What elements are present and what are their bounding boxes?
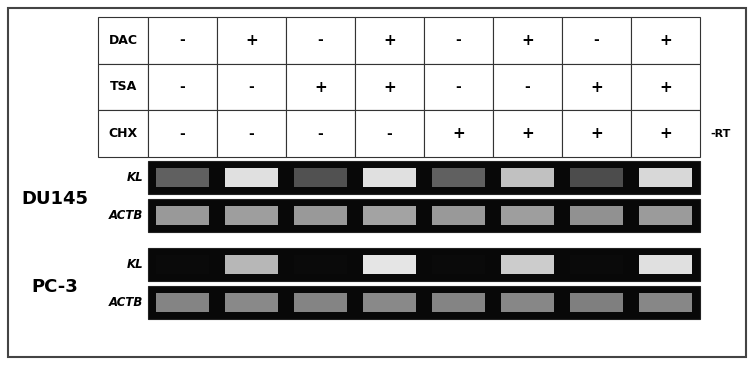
Text: TSA: TSA <box>109 81 136 93</box>
Bar <box>501 168 553 187</box>
Text: -: - <box>387 127 392 141</box>
Bar <box>570 255 623 274</box>
Bar <box>217 110 286 157</box>
Text: -: - <box>455 33 461 47</box>
Bar <box>156 255 209 274</box>
Bar <box>493 64 562 110</box>
Text: +: + <box>314 80 327 95</box>
Bar <box>355 110 424 157</box>
Bar <box>363 207 415 224</box>
Bar <box>432 168 485 187</box>
Bar <box>294 293 347 312</box>
Bar <box>148 248 700 281</box>
Text: -: - <box>179 127 185 141</box>
Bar <box>639 168 691 187</box>
Bar <box>217 64 286 110</box>
Bar <box>294 207 347 224</box>
Bar <box>562 110 631 157</box>
Text: +: + <box>590 126 603 141</box>
Bar <box>631 64 700 110</box>
Bar <box>501 207 553 224</box>
Text: PC-3: PC-3 <box>32 277 78 296</box>
Bar <box>639 293 691 312</box>
Bar <box>286 17 355 64</box>
Bar <box>217 17 286 64</box>
Bar <box>156 168 209 187</box>
Text: -: - <box>317 127 323 141</box>
Bar <box>148 110 217 157</box>
Text: -: - <box>179 33 185 47</box>
Bar <box>156 207 209 224</box>
Bar <box>98 110 148 157</box>
Bar <box>156 293 209 312</box>
Bar <box>631 17 700 64</box>
Bar <box>148 286 700 319</box>
Text: -: - <box>593 33 599 47</box>
Bar <box>294 168 347 187</box>
Text: +: + <box>245 33 258 48</box>
Text: +: + <box>383 33 396 48</box>
Bar <box>432 207 485 224</box>
Bar <box>355 17 424 64</box>
Bar <box>639 207 691 224</box>
Bar <box>286 64 355 110</box>
Bar <box>363 293 415 312</box>
Text: +: + <box>659 126 672 141</box>
Text: KL: KL <box>127 258 143 271</box>
Bar <box>363 255 415 274</box>
Bar <box>501 255 553 274</box>
Bar <box>493 110 562 157</box>
Bar <box>562 64 631 110</box>
Bar <box>562 17 631 64</box>
Bar <box>424 64 493 110</box>
Bar <box>225 293 277 312</box>
Bar <box>493 17 562 64</box>
Bar <box>570 293 623 312</box>
Bar <box>225 255 277 274</box>
Bar <box>286 110 355 157</box>
Text: DU145: DU145 <box>22 191 88 208</box>
Bar <box>148 17 217 64</box>
Text: ACTB: ACTB <box>109 296 143 309</box>
Bar <box>432 293 485 312</box>
Text: -: - <box>525 80 530 94</box>
Bar <box>148 161 700 194</box>
Bar <box>570 168 623 187</box>
Text: +: + <box>590 80 603 95</box>
Bar <box>363 168 415 187</box>
Text: DAC: DAC <box>109 34 137 47</box>
Text: -: - <box>249 127 254 141</box>
Bar <box>355 64 424 110</box>
Text: -: - <box>455 80 461 94</box>
Text: -: - <box>317 33 323 47</box>
Text: +: + <box>521 126 534 141</box>
Bar <box>98 64 148 110</box>
Bar <box>570 207 623 224</box>
Bar <box>225 168 277 187</box>
Text: KL: KL <box>127 171 143 184</box>
Text: +: + <box>659 80 672 95</box>
Bar <box>501 293 553 312</box>
Bar <box>148 64 217 110</box>
Bar <box>424 110 493 157</box>
Text: -: - <box>249 80 254 94</box>
Bar <box>225 207 277 224</box>
Bar <box>98 17 148 64</box>
Bar <box>424 17 493 64</box>
Text: +: + <box>659 33 672 48</box>
Text: +: + <box>383 80 396 95</box>
Text: -RT: -RT <box>710 129 731 139</box>
Bar <box>148 199 700 232</box>
Text: ACTB: ACTB <box>109 209 143 222</box>
Bar <box>432 255 485 274</box>
Bar <box>294 255 347 274</box>
Bar <box>639 255 691 274</box>
Text: CHX: CHX <box>109 127 137 140</box>
Text: +: + <box>452 126 465 141</box>
Bar <box>631 110 700 157</box>
Text: -: - <box>179 80 185 94</box>
Text: +: + <box>521 33 534 48</box>
